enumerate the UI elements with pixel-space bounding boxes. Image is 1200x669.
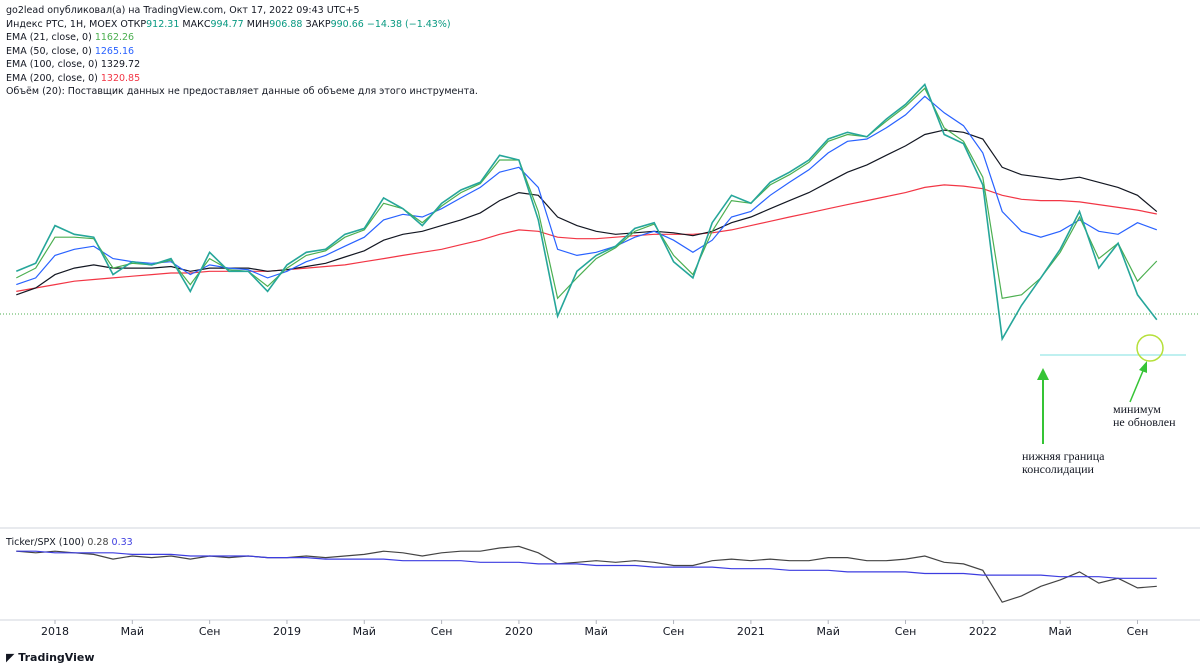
ohlc-label: ЗАКР — [305, 18, 331, 30]
series-line — [16, 95, 1158, 286]
annotation: консолидации — [1022, 462, 1094, 476]
series-line — [16, 87, 1158, 300]
legend-value: 1329.72 — [100, 59, 141, 70]
series-line — [16, 184, 1157, 292]
ohlc-value: 912.31 — [146, 18, 180, 30]
ema-rows: EMA (21, close, 0) 1162.26 EMA (50, close,… — [6, 31, 478, 85]
x-tick-label: Сен — [1127, 625, 1149, 638]
legend-value: 1265.16 — [94, 45, 135, 57]
ohlc-label: МАКС — [182, 18, 211, 30]
change: −14.38 (−1.43%) — [366, 18, 451, 30]
legend-entry: EMA (50, close, 0) 1265.16 — [6, 45, 478, 59]
legend-name: EMA (21, close, 0) — [6, 32, 92, 43]
legend-name: EMA (50, close, 0) — [6, 45, 92, 57]
instrument: Индекс РТС, 1Н, MOEX — [6, 18, 118, 30]
ohlc-value: 990.66 — [330, 18, 364, 30]
sub-legend-value: 0.28 — [87, 537, 109, 548]
x-tick-label: Май — [353, 625, 376, 638]
legend-entry: EMA (100, close, 0) 1329.72 — [6, 58, 478, 72]
legend-entry: EMA (200, close, 0) 1320.85 — [6, 72, 478, 86]
arrow-head — [1139, 361, 1147, 373]
annotation: не обновлен — [1113, 415, 1176, 429]
series-line — [16, 550, 1157, 579]
x-tick-label: Май — [817, 625, 840, 638]
x-tick-label: 2021 — [737, 625, 765, 638]
x-tick-label: 2020 — [505, 625, 533, 638]
legend-name: EMA (200, close, 0) — [6, 72, 98, 84]
legend-value: 1162.26 — [94, 32, 135, 43]
annotation: минимум — [1113, 402, 1161, 416]
x-tick-label: 2018 — [41, 625, 69, 638]
highlight-circle — [1136, 334, 1164, 362]
legend-name: EMA (100, close, 0) — [6, 59, 98, 70]
ohlc-label: МИН — [246, 18, 270, 30]
sub-legend-value: 0.33 — [111, 537, 133, 548]
footer: ◤ TradingView — [6, 651, 95, 664]
byline: go2lead опубликовал(а) на TradingView.co… — [6, 5, 360, 16]
x-tick-label: Сен — [199, 625, 221, 638]
brand: TradingView — [18, 651, 95, 664]
x-tick-label: Май — [1048, 625, 1071, 638]
x-tick-label: 2022 — [969, 625, 997, 638]
annotation: нижняя граница — [1022, 449, 1105, 463]
x-tick-label: Май — [585, 625, 608, 638]
legend-entry: EMA (21, close, 0) 1162.26 — [6, 31, 478, 45]
x-tick-label: Сен — [431, 625, 453, 638]
sub-title: Ticker/SPX (100) — [6, 537, 85, 548]
volume-note: Объём (20): Поставщик данных не предоста… — [6, 86, 478, 97]
legend-value: 1320.85 — [100, 72, 141, 84]
x-tick-label: Сен — [895, 625, 917, 638]
ohlc-label: ОТКР — [120, 18, 147, 30]
legend: go2lead опубликовал(а) на TradingView.co… — [6, 4, 478, 99]
ohlc-value: 906.88 — [269, 18, 303, 30]
series-line — [16, 545, 1157, 603]
x-tick-label: Сен — [663, 625, 685, 638]
x-tick-label: 2019 — [273, 625, 301, 638]
x-tick-label: Май — [121, 625, 144, 638]
sub-legend: Ticker/SPX (100) 0.28 0.33 — [6, 537, 133, 548]
series-line — [15, 82, 1158, 342]
ohlc-row: Индекс РТС, 1Н, MOEX ОТКР912.31 МАКС994.… — [6, 18, 478, 32]
arrow-head — [1037, 368, 1049, 380]
ohlc-value: 994.77 — [210, 18, 244, 30]
series-line — [16, 129, 1158, 296]
arrow — [1129, 365, 1146, 403]
